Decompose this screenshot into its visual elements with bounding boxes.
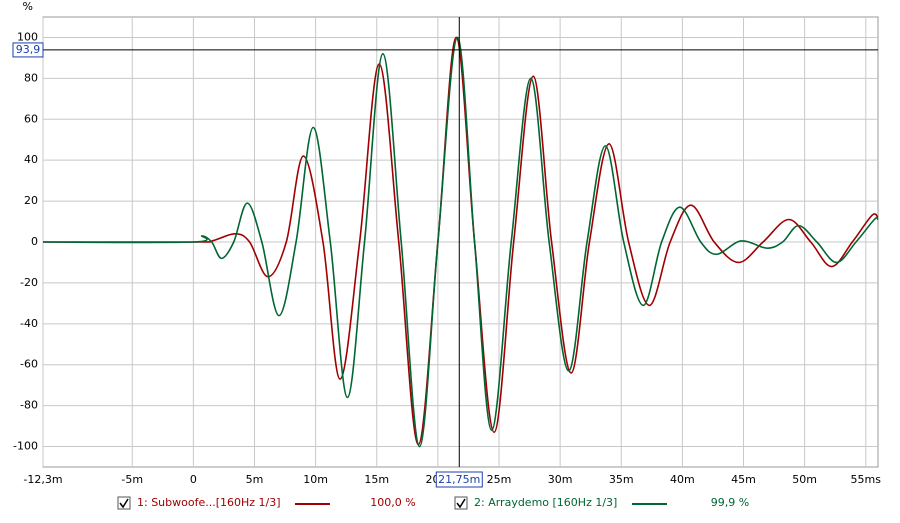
cursor-x-box — [435, 471, 483, 488]
x-tick-label: 25m — [487, 473, 512, 486]
y-tick-label: -40 — [20, 317, 38, 330]
y-unit: % — [23, 0, 33, 13]
y-tick-label: -20 — [20, 276, 38, 289]
cursor-x-label: 21,75m — [438, 473, 480, 486]
y-tick-label: 0 — [31, 235, 38, 248]
x-tick-label: 0 — [190, 473, 197, 486]
series-line — [42, 36, 879, 448]
x-tick-label: 30m — [548, 473, 573, 486]
legend-level: 100,0 % — [370, 496, 415, 509]
x-tick-label: 15m — [364, 473, 389, 486]
x-tick-label: 50m — [792, 473, 817, 486]
x-tick-label: -5m — [121, 473, 143, 486]
y-tick-label: 40 — [24, 153, 38, 166]
x-tick-label: 40m — [670, 473, 695, 486]
legend-label[interactable]: 2: Arraydemo [160Hz 1/3] — [474, 496, 617, 509]
y-tick-label: 100 — [17, 30, 38, 43]
x-tick-label: 5m — [246, 473, 264, 486]
y-tick-label: -60 — [20, 358, 38, 371]
legend-label[interactable]: 1: Subwoofe...[160Hz 1/3] — [137, 496, 281, 509]
x-tick-label: 10m — [303, 473, 328, 486]
x-tick-label: 55ms — [851, 473, 882, 486]
series-line — [42, 36, 879, 446]
legend-checkbox[interactable] — [117, 496, 131, 510]
legend-check — [119, 498, 129, 509]
legend-checkbox[interactable] — [454, 496, 468, 510]
y-tick-label: -80 — [20, 399, 38, 412]
y-tick-label: 60 — [24, 112, 38, 125]
x-tick-label: -12,3m — [23, 473, 62, 486]
legend-check — [456, 498, 466, 509]
x-tick-label: 45m — [731, 473, 756, 486]
y-tick-label: 80 — [24, 71, 38, 84]
y-tick-label: 20 — [24, 194, 38, 207]
cursor-y-box — [12, 42, 44, 58]
x-tick-label: 35m — [609, 473, 634, 486]
cursor-y-label: 93,9 — [16, 43, 41, 56]
legend-level: 99,9 % — [711, 496, 749, 509]
y-tick-label: -100 — [13, 440, 38, 453]
